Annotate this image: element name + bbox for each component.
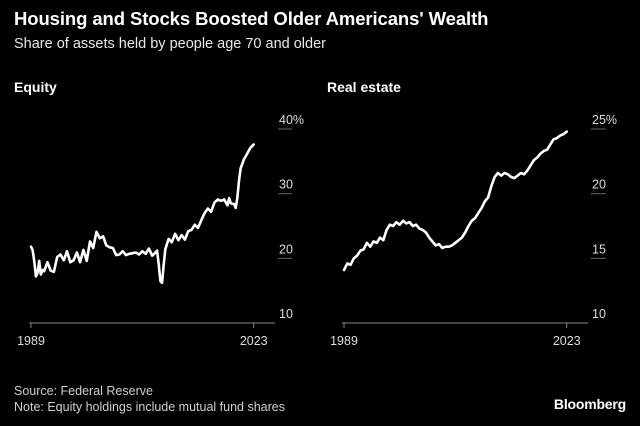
y-tick-label-20: 20 xyxy=(592,178,606,192)
chart-subtitle: Share of assets held by people age 70 an… xyxy=(14,36,326,52)
x-tick-label-2023: 2023 xyxy=(240,334,268,348)
y-tick-label-40: 40% xyxy=(279,113,304,127)
y-tick-label-15: 15 xyxy=(592,242,606,256)
x-tick-label-1989: 1989 xyxy=(330,334,358,348)
x-tick-label-1989: 1989 xyxy=(17,334,45,348)
real-estate-series-line xyxy=(342,130,569,272)
chart-title: Housing and Stocks Boosted Older America… xyxy=(14,8,489,29)
y-tick-label-10: 10 xyxy=(279,307,293,321)
panel-title-equity: Equity xyxy=(14,79,57,95)
y-tick-label-30: 30 xyxy=(279,178,293,192)
panel-title-real-estate: Real estate xyxy=(327,79,401,95)
equity-series-line xyxy=(29,143,255,285)
y-tick-label-10: 10 xyxy=(592,307,606,321)
y-tick-label-25: 25% xyxy=(592,113,617,127)
bloomberg-logo: Bloomberg xyxy=(553,396,626,412)
y-tick-label-20: 20 xyxy=(279,242,293,256)
footnote: Note: Equity holdings include mutual fun… xyxy=(14,400,285,414)
source-note: Source: Federal Reserve xyxy=(14,384,153,398)
x-tick-label-2023: 2023 xyxy=(553,334,581,348)
